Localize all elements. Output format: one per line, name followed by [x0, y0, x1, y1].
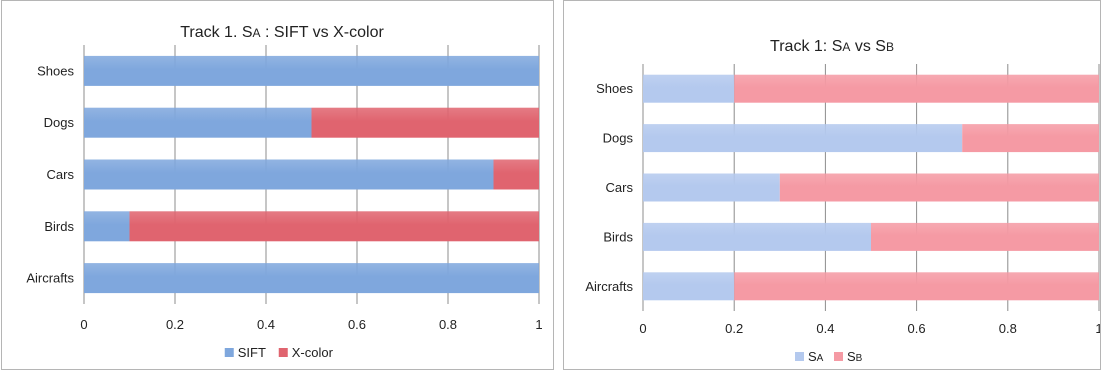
x-tick-label: 0.2	[166, 317, 184, 332]
category-label-aircrafts: Aircrafts	[26, 271, 74, 286]
category-label-cars: Cars	[47, 167, 75, 182]
legend-swatch-sb	[834, 352, 843, 361]
legend-label-x-color: X-color	[292, 345, 334, 360]
x-tick-label: 1	[535, 317, 542, 332]
category-label-aircrafts: Aircrafts	[585, 279, 633, 294]
bar-sa-shoes	[643, 74, 735, 103]
bar-sift-aircrafts	[84, 263, 539, 294]
bar-sb-cars	[779, 173, 1099, 202]
chart-svg-sift-vs-xcolor: Track 1. SA : SIFT vs X-color 0 0.2 0.4 0.6 0…	[26, 24, 542, 360]
chart-title: Track 1: SA vs SB	[770, 38, 894, 55]
legend-swatch-sa	[795, 352, 804, 361]
bar-sa-cars	[643, 173, 780, 202]
x-tick-label: 1	[1095, 321, 1100, 336]
category-label-shoes: Shoes	[37, 63, 74, 78]
bar-sa-birds	[643, 222, 871, 251]
bar-sift-cars	[84, 159, 494, 190]
bar-x-color-cars	[493, 159, 539, 190]
category-label-dogs: Dogs	[603, 131, 634, 146]
bar-sb-aircrafts	[734, 272, 1099, 301]
chart-panel-sift-vs-xcolor: Track 1. SA : SIFT vs X-color 0 0.2 0.4 0.6 0…	[1, 0, 554, 370]
x-tick-label: 0.8	[999, 321, 1017, 336]
bar-x-color-birds	[129, 211, 539, 242]
category-label-cars: Cars	[606, 180, 634, 195]
chart-svg-sa-vs-sb: Track 1: SA vs SB 0 0.2 0.4 0.6 0.8 1 Shoes Dogs…	[585, 38, 1100, 364]
bar-sb-shoes	[734, 74, 1099, 103]
legend-label-sa: SA	[808, 349, 824, 364]
x-tick-label: 0	[80, 317, 87, 332]
x-tick-label: 0.6	[348, 317, 366, 332]
category-label-shoes: Shoes	[596, 81, 633, 96]
bar-x-color-dogs	[311, 107, 539, 138]
bar-sa-dogs	[643, 124, 963, 153]
bar-sift-birds	[84, 211, 130, 242]
category-label-dogs: Dogs	[44, 115, 75, 130]
x-tick-label: 0	[639, 321, 646, 336]
x-tick-label: 0.4	[257, 317, 275, 332]
legend-swatch-sift	[224, 348, 234, 357]
bar-sa-aircrafts	[643, 272, 735, 301]
bar-sift-dogs	[84, 107, 312, 138]
category-label-birds: Birds	[44, 219, 74, 234]
chart-title: Track 1. SA : SIFT vs X-color	[180, 24, 384, 41]
x-tick-label: 0.8	[439, 317, 457, 332]
bar-sb-dogs	[962, 124, 1099, 153]
bar-sift-shoes	[84, 55, 539, 86]
category-label-birds: Birds	[603, 229, 633, 244]
bar-sb-birds	[871, 222, 1099, 251]
legend-swatch-x-color	[278, 348, 288, 357]
x-tick-label: 0.4	[816, 321, 834, 336]
x-tick-label: 0.2	[725, 321, 743, 336]
x-tick-label: 0.6	[908, 321, 926, 336]
legend-label-sift: SIFT	[238, 345, 266, 360]
legend-label-sb: SB	[847, 349, 863, 364]
chart-panel-sa-vs-sb: Track 1: SA vs SB 0 0.2 0.4 0.6 0.8 1 Shoes Dogs…	[563, 0, 1101, 370]
